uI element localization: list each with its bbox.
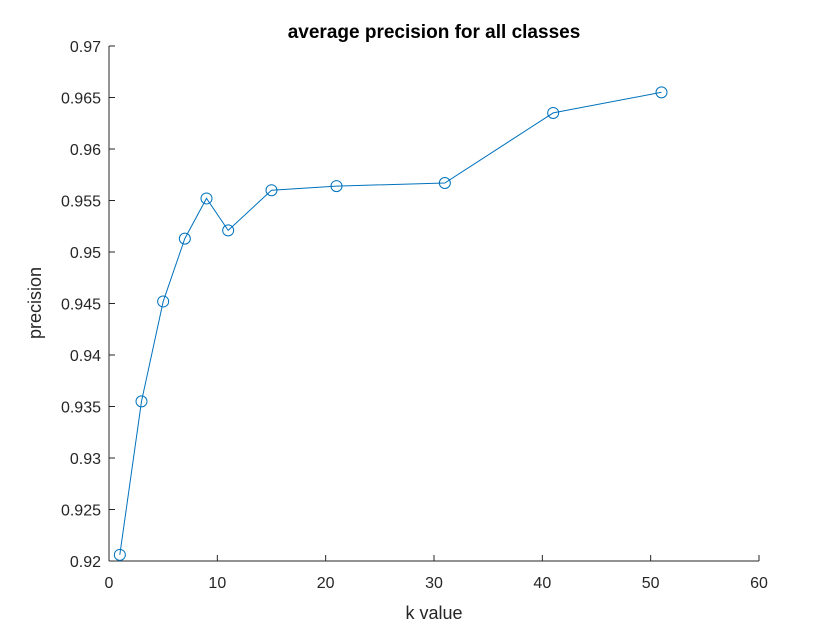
y-axis-label: precision [25,267,45,339]
data-point-marker [655,86,668,99]
data-point-marker [178,232,191,245]
x-tick-label: 10 [208,575,226,592]
data-point-marker [265,184,278,197]
y-tick-label: 0.95 [70,245,101,262]
data-point-marker [330,180,343,193]
data-series [113,86,668,561]
x-tick-label: 40 [533,575,551,592]
y-tick-label: 0.97 [70,39,101,56]
data-point-marker [222,224,235,237]
y-tick-label: 0.935 [61,400,101,417]
plot-axes [108,46,759,562]
y-tick-label: 0.94 [70,348,101,365]
axis-ticks: 0 10 20 30 40 50 60 0.92 0.925 0.93 0.935 0.94 0.945… [61,39,768,592]
y-tick-label: 0.925 [61,503,101,520]
y-tick-label: 0.92 [70,554,101,571]
x-tick-label: 20 [317,575,335,592]
y-tick-label: 0.945 [61,297,101,314]
data-point-marker [547,106,560,119]
x-tick-label: 30 [425,575,443,592]
data-point-marker [438,176,451,189]
y-tick-label: 0.955 [61,194,101,211]
x-tick-label: 60 [750,575,768,592]
chart-title: average precision for all classes [288,22,581,43]
series-line [119,91,662,555]
data-point-marker [200,192,213,205]
data-point-marker [113,548,126,561]
y-tick-label: 0.965 [61,91,101,108]
x-tick-label: 0 [105,575,114,592]
x-axis-label: k value [405,603,462,623]
x-tick-label: 50 [642,575,660,592]
data-point-marker [157,295,170,308]
data-point-marker [135,395,148,408]
y-tick-label: 0.96 [70,142,101,159]
y-tick-label: 0.93 [70,451,101,468]
